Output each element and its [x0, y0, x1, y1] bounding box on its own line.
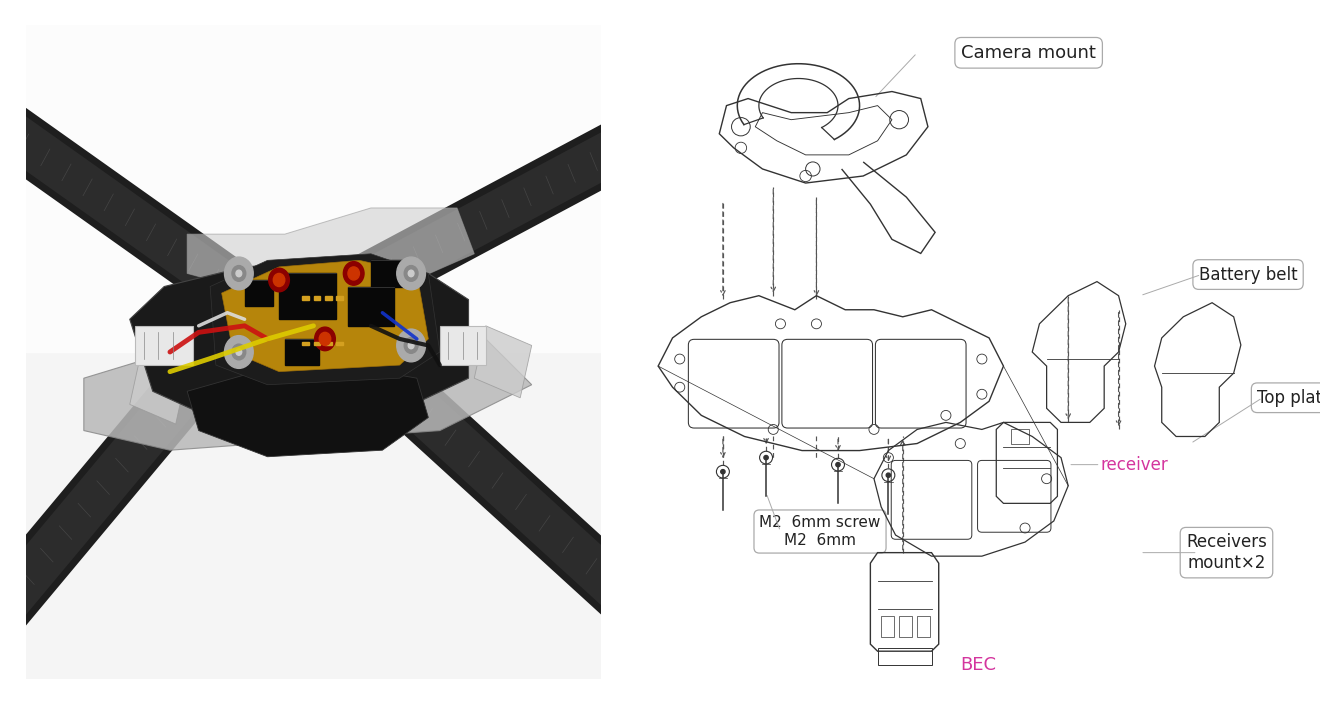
- Text: M2  6mm screw
M2  6mm: M2 6mm screw M2 6mm: [759, 515, 880, 548]
- Polygon shape: [129, 260, 469, 417]
- Circle shape: [397, 257, 425, 290]
- Circle shape: [343, 262, 364, 285]
- Circle shape: [348, 267, 359, 280]
- Circle shape: [236, 270, 242, 277]
- Text: Camera mount: Camera mount: [961, 44, 1096, 62]
- Bar: [136, 326, 193, 365]
- Bar: [325, 341, 331, 346]
- Bar: [371, 260, 411, 287]
- Bar: [302, 341, 309, 346]
- Text: Battery belt: Battery belt: [1199, 265, 1298, 284]
- Bar: [314, 296, 321, 300]
- Circle shape: [408, 270, 414, 277]
- Bar: [285, 339, 319, 365]
- Polygon shape: [210, 253, 440, 384]
- Circle shape: [764, 455, 768, 460]
- Bar: [899, 616, 912, 637]
- Circle shape: [397, 329, 425, 362]
- Bar: [337, 341, 343, 346]
- Circle shape: [404, 265, 418, 282]
- Polygon shape: [129, 352, 187, 424]
- Text: BEC: BEC: [960, 656, 997, 674]
- Circle shape: [886, 473, 891, 477]
- Circle shape: [721, 470, 725, 474]
- Polygon shape: [222, 260, 428, 372]
- Circle shape: [836, 463, 840, 467]
- Circle shape: [236, 348, 242, 356]
- Bar: [244, 280, 273, 306]
- Polygon shape: [474, 326, 532, 398]
- Text: Receivers
mount×2: Receivers mount×2: [1187, 533, 1267, 572]
- Bar: [279, 273, 337, 319]
- Polygon shape: [187, 208, 474, 300]
- Bar: [882, 616, 894, 637]
- Bar: [302, 296, 309, 300]
- Bar: [917, 616, 931, 637]
- Bar: [878, 648, 932, 665]
- Polygon shape: [84, 339, 532, 451]
- Circle shape: [224, 257, 253, 290]
- Circle shape: [273, 273, 285, 287]
- Bar: [348, 287, 393, 326]
- Circle shape: [232, 344, 246, 360]
- Bar: [26, 25, 601, 352]
- Circle shape: [319, 332, 331, 346]
- Bar: [314, 341, 321, 346]
- Bar: [325, 296, 331, 300]
- Bar: [440, 326, 486, 365]
- Polygon shape: [187, 365, 428, 457]
- Bar: [337, 296, 343, 300]
- Circle shape: [232, 265, 246, 282]
- Circle shape: [269, 268, 289, 291]
- Text: receiver: receiver: [1101, 455, 1168, 474]
- Circle shape: [314, 327, 335, 351]
- Circle shape: [224, 336, 253, 368]
- Circle shape: [404, 338, 418, 353]
- Text: Top plate: Top plate: [1257, 389, 1320, 407]
- Circle shape: [408, 342, 414, 348]
- Bar: [1011, 429, 1028, 444]
